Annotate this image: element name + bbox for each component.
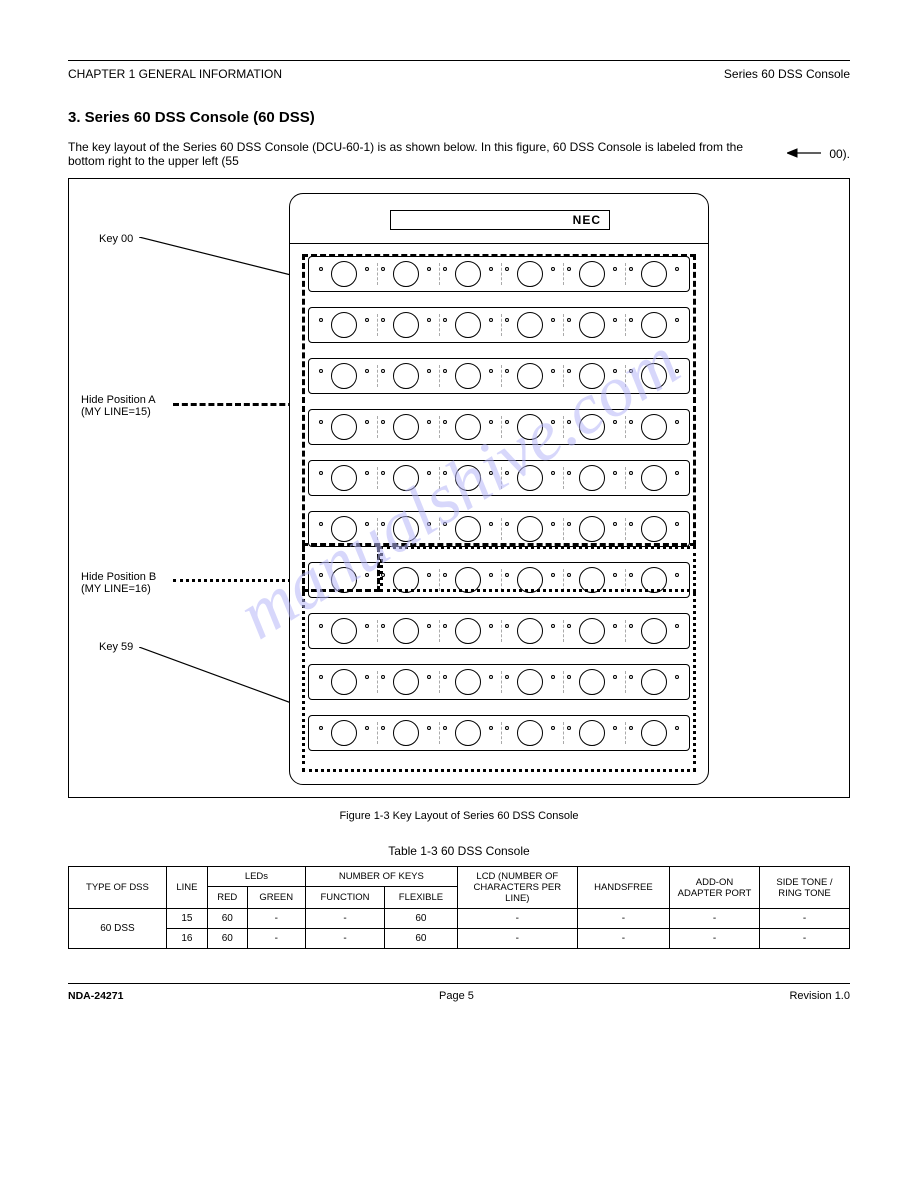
header-rule <box>68 60 850 61</box>
table-row: 1660--60---- <box>69 929 850 949</box>
figure-frame: manualshive.com Key 00 Hide Position A (… <box>68 178 850 798</box>
th-tone: SIDE TONE / RING TONE <box>760 867 850 909</box>
cell-red: 60 <box>207 909 247 929</box>
cell-type: 60 DSS <box>69 909 167 949</box>
cell-lcd: - <box>457 909 577 929</box>
cell-func: - <box>305 929 384 949</box>
console-top-panel: NEC <box>290 194 708 244</box>
cell-adp: - <box>670 909 760 929</box>
hide-region-b-top <box>380 546 696 592</box>
section-title: 3. Series 60 DSS Console (60 DSS) <box>68 109 850 126</box>
th-red: RED <box>207 887 247 909</box>
cell-green: - <box>247 929 305 949</box>
dss-console: NEC <box>289 193 709 785</box>
label-hide-b: Hide Position B (MY LINE=16) <box>81 571 171 595</box>
th-flex: FLEXIBLE <box>385 887 458 909</box>
cell-green: - <box>247 909 305 929</box>
arrow-left-icon <box>787 147 823 161</box>
th-leds: LEDs <box>207 867 305 887</box>
label-hide-a: Hide Position A (MY LINE=15) <box>81 394 171 418</box>
footer-right: Revision 1.0 <box>789 990 850 1002</box>
cell-hf: - <box>577 909 669 929</box>
intro-text: The key layout of the Series 60 DSS Cons… <box>68 140 781 168</box>
th-green: GREEN <box>247 887 305 909</box>
cell-red: 60 <box>207 929 247 949</box>
cell-tone: - <box>760 929 850 949</box>
legend-line-b <box>173 579 303 582</box>
hide-region-a-ext <box>302 546 380 592</box>
intro-tail: 00). <box>829 147 850 161</box>
figure-caption: Figure 1-3 Key Layout of Series 60 DSS C… <box>68 810 850 822</box>
table-body: 60 DSS1560--60----1660--60---- <box>69 909 850 949</box>
th-line: LINE <box>166 867 207 909</box>
cell-flex: 60 <box>385 929 458 949</box>
cell-func: - <box>305 909 384 929</box>
footer-rule <box>68 983 850 990</box>
page-footer: NDA-24271 Page 5 Revision 1.0 <box>68 990 850 1002</box>
cell-line: 16 <box>166 929 207 949</box>
hide-region-b <box>302 592 696 772</box>
cell-adp: - <box>670 929 760 949</box>
th-lcd: LCD (NUMBER OF CHARACTERS PER LINE) <box>457 867 577 909</box>
hide-region-a <box>302 254 696 546</box>
cell-flex: 60 <box>385 909 458 929</box>
cell-hf: - <box>577 929 669 949</box>
header-left: CHAPTER 1 GENERAL INFORMATION <box>68 67 282 81</box>
th-func: FUNCTION <box>305 887 384 909</box>
th-hf: HANDSFREE <box>577 867 669 909</box>
spec-table: TYPE OF DSS LINE LEDs NUMBER OF KEYS LCD… <box>68 866 850 949</box>
cell-line: 15 <box>166 909 207 929</box>
cell-tone: - <box>760 909 850 929</box>
th-numkeys: NUMBER OF KEYS <box>305 867 457 887</box>
th-adapter: ADD-ON ADAPTER PORT <box>670 867 760 909</box>
table-caption: Table 1-3 60 DSS Console <box>68 844 850 858</box>
intro-paragraph: The key layout of the Series 60 DSS Cons… <box>68 140 850 168</box>
th-type: TYPE OF DSS <box>69 867 167 909</box>
label-key59: Key 59 <box>99 641 133 653</box>
legend-line-a <box>173 403 303 406</box>
lcd-brand: NEC <box>390 210 610 230</box>
footer-mid: Page 5 <box>439 990 474 1002</box>
header-right: Series 60 DSS Console <box>724 67 850 81</box>
arrow-key00-icon <box>139 237 309 287</box>
page-header: CHAPTER 1 GENERAL INFORMATION Series 60 … <box>68 67 850 81</box>
table-row: 60 DSS1560--60---- <box>69 909 850 929</box>
footer-left: NDA-24271 <box>68 990 123 1002</box>
label-key00: Key 00 <box>99 233 133 245</box>
cell-lcd: - <box>457 929 577 949</box>
